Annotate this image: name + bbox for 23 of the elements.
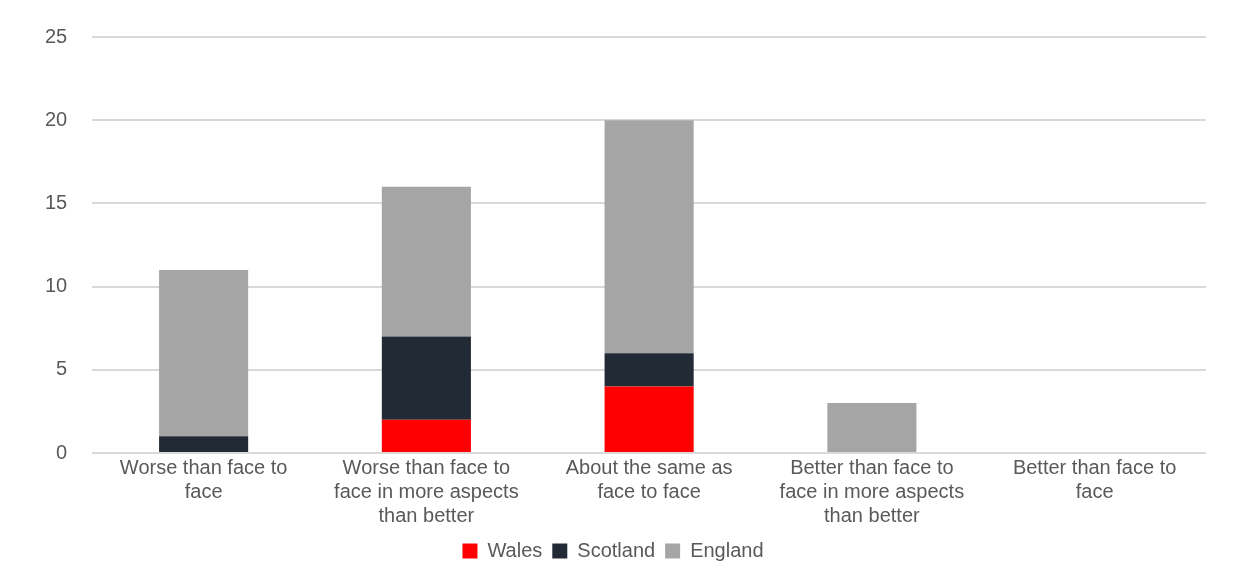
y-tick-label: 20 <box>45 107 68 130</box>
y-tick-label: 10 <box>45 274 68 297</box>
y-tick-label: 25 <box>45 24 68 47</box>
x-tick-label: Better than face to face in more aspects than better <box>779 455 965 526</box>
bar <box>381 419 471 452</box>
bar <box>381 336 471 420</box>
bar <box>381 186 471 337</box>
bar <box>604 353 694 387</box>
bar <box>604 386 694 452</box>
legend-label: Scotland <box>577 538 656 561</box>
y-tick-label: 0 <box>56 440 68 463</box>
x-tick-label: About the same as face to face <box>565 455 733 502</box>
y-tick-label: 5 <box>56 357 68 380</box>
x-tick-label: Worse than face to face in more aspects than better <box>334 455 519 526</box>
legend-label: Wales <box>487 538 543 561</box>
x-tick-label: Better than face to face <box>1012 455 1177 502</box>
bar <box>604 120 694 354</box>
legend-label: England <box>690 538 764 561</box>
y-tick-label: 15 <box>45 190 68 213</box>
bar <box>159 436 249 452</box>
x-tick-label: Worse than face to face <box>119 455 288 502</box>
bar <box>159 269 249 437</box>
bar <box>827 403 917 452</box>
